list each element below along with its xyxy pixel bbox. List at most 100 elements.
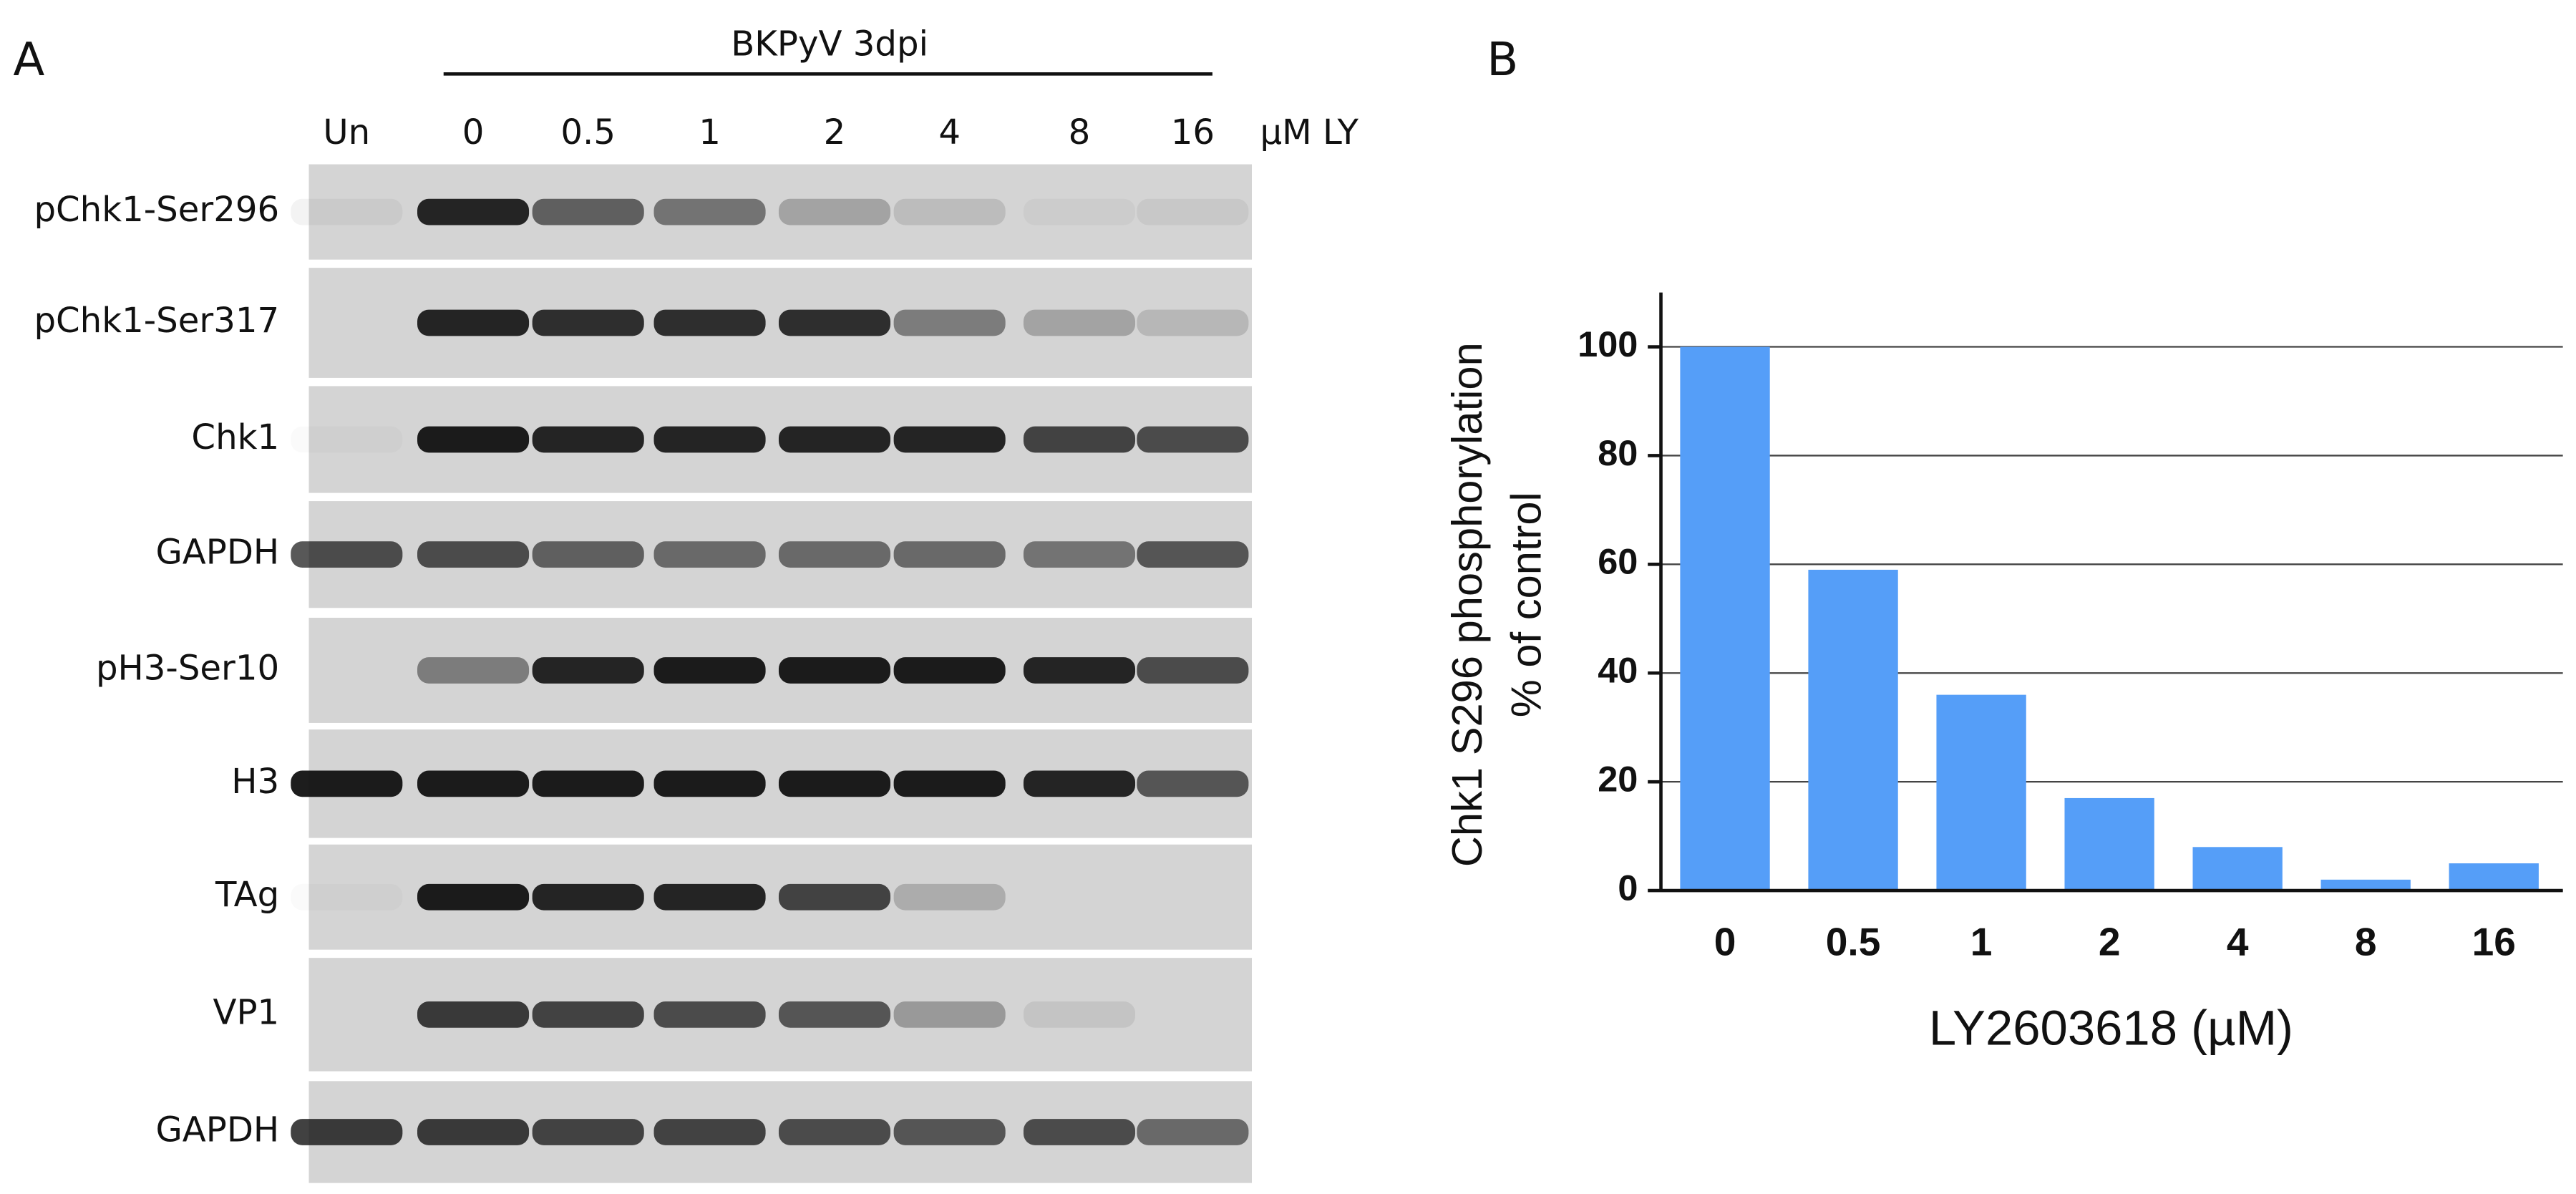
band	[532, 657, 644, 684]
band	[417, 770, 530, 797]
band	[532, 198, 644, 225]
bar	[2064, 797, 2154, 891]
lane-label: 0.5	[560, 112, 616, 152]
band	[653, 883, 766, 911]
band	[291, 1119, 403, 1145]
band	[1023, 657, 1136, 684]
band	[653, 309, 766, 336]
band	[532, 1119, 644, 1145]
x-tick-label: 0.5	[1826, 919, 1881, 964]
band	[1137, 1119, 1249, 1145]
lane-label: 0	[462, 112, 485, 152]
band	[653, 426, 766, 453]
panel-label: A	[13, 33, 44, 87]
panel-label: B	[1487, 33, 1518, 87]
band	[653, 770, 766, 797]
unit-label: µM LY	[1260, 112, 1359, 152]
band	[417, 426, 530, 453]
band	[653, 198, 766, 225]
bar	[2449, 863, 2539, 891]
row-label: GAPDH	[155, 1110, 279, 1150]
lane-label: 1	[699, 112, 721, 152]
band	[1023, 1119, 1136, 1145]
band	[1023, 1001, 1136, 1028]
y-tick-label: 80	[1598, 432, 1638, 473]
band	[778, 883, 891, 911]
lane-label: 4	[938, 112, 961, 152]
bar	[1680, 346, 1770, 891]
band	[532, 426, 644, 453]
band	[778, 541, 891, 568]
band	[417, 883, 530, 911]
lane-label: 8	[1069, 112, 1091, 152]
band	[893, 1119, 1006, 1145]
bar	[1808, 569, 1898, 891]
bar	[1936, 694, 2026, 891]
band	[893, 198, 1006, 225]
row-label: TAg	[215, 875, 279, 915]
band	[778, 657, 891, 684]
row-label: VP1	[213, 992, 280, 1032]
band	[532, 883, 644, 911]
lane-label: 2	[824, 112, 846, 152]
band	[893, 770, 1006, 797]
row-label: Chk1	[191, 417, 279, 457]
x-tick-label: 1	[1970, 919, 1993, 964]
band	[893, 541, 1006, 568]
x-tick-label: 0	[1714, 919, 1736, 964]
band	[291, 541, 403, 568]
band	[1137, 198, 1249, 225]
x-axis-label: LY2603618 (µM)	[1929, 1001, 2293, 1056]
band	[417, 657, 530, 684]
bar-chart: 0 20 40 60 80 100 0 0.5 1 2 4 8 16 LY2603618 (µM) Chk1…	[1443, 292, 2563, 1056]
band	[653, 1119, 766, 1145]
row-label: pH3-Ser10	[96, 648, 279, 688]
band	[893, 657, 1006, 684]
x-tick-label: 16	[2472, 919, 2516, 964]
y-axis-label: % of control	[1502, 492, 1550, 717]
y-tick-label: 0	[1618, 867, 1638, 908]
band	[653, 1001, 766, 1028]
row-label: GAPDH	[155, 533, 279, 573]
x-tick-label: 8	[2355, 919, 2377, 964]
header: BKPyV 3dpi	[731, 24, 928, 64]
band	[778, 309, 891, 336]
band	[653, 541, 766, 568]
y-tick-label: 40	[1598, 650, 1638, 691]
band	[417, 541, 530, 568]
y-tick-label: 20	[1598, 758, 1638, 799]
band	[1023, 198, 1136, 225]
band	[1137, 309, 1249, 336]
band	[893, 1001, 1006, 1028]
band	[417, 1001, 530, 1028]
band	[417, 1119, 530, 1145]
y-axis-label: Chk1 S296 phosphorylation	[1443, 342, 1491, 867]
band	[778, 198, 891, 225]
bar	[2320, 879, 2411, 891]
lane-label: Un	[323, 112, 370, 152]
band	[893, 883, 1006, 911]
band	[532, 1001, 644, 1028]
band	[778, 1001, 891, 1028]
band	[532, 770, 644, 797]
band	[291, 884, 402, 911]
band	[1023, 309, 1136, 336]
band	[532, 309, 644, 336]
band	[291, 427, 402, 453]
band	[653, 657, 766, 684]
x-tick-label: 4	[2227, 919, 2249, 964]
row-label: pChk1-Ser296	[34, 190, 279, 230]
x-tick-label: 2	[2099, 919, 2121, 964]
band	[291, 770, 403, 797]
y-tick-label: 100	[1578, 324, 1638, 364]
band	[1023, 426, 1136, 453]
band	[417, 309, 530, 336]
band	[291, 198, 403, 225]
band	[1137, 770, 1249, 797]
band	[1023, 541, 1136, 568]
band	[778, 1119, 891, 1145]
row-label: pChk1-Ser317	[34, 301, 279, 341]
band	[1137, 541, 1249, 568]
band	[1023, 770, 1136, 797]
band	[1137, 657, 1249, 684]
